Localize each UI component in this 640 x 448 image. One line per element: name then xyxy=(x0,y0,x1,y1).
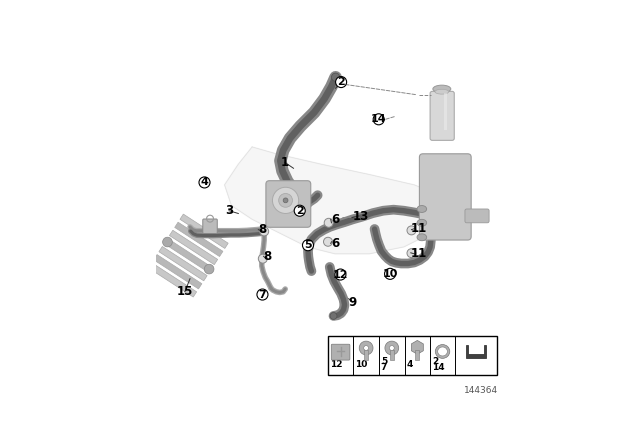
Circle shape xyxy=(389,345,394,350)
Text: 7: 7 xyxy=(259,289,266,300)
Circle shape xyxy=(407,249,416,258)
Text: 9: 9 xyxy=(349,296,357,309)
Polygon shape xyxy=(180,214,228,249)
Polygon shape xyxy=(170,230,218,265)
Circle shape xyxy=(385,341,399,355)
FancyBboxPatch shape xyxy=(332,344,350,360)
FancyBboxPatch shape xyxy=(203,219,217,233)
Ellipse shape xyxy=(438,347,447,356)
Text: 15: 15 xyxy=(177,285,193,298)
Text: 5: 5 xyxy=(381,357,387,366)
FancyBboxPatch shape xyxy=(430,91,454,140)
Circle shape xyxy=(303,240,314,251)
FancyBboxPatch shape xyxy=(419,154,471,240)
Polygon shape xyxy=(159,246,207,281)
Circle shape xyxy=(407,226,416,235)
Text: 12: 12 xyxy=(333,270,348,280)
Circle shape xyxy=(204,264,214,274)
Ellipse shape xyxy=(435,345,450,358)
Circle shape xyxy=(385,268,396,280)
Circle shape xyxy=(335,269,346,280)
Bar xyxy=(444,94,447,129)
Text: 8: 8 xyxy=(264,250,272,263)
Text: 2: 2 xyxy=(337,77,345,87)
Text: 11: 11 xyxy=(410,247,426,260)
Ellipse shape xyxy=(417,234,427,241)
Text: 11: 11 xyxy=(410,222,426,235)
Text: 2: 2 xyxy=(296,206,303,216)
Ellipse shape xyxy=(435,89,449,94)
Circle shape xyxy=(364,345,369,350)
Text: 7: 7 xyxy=(381,362,387,371)
Bar xyxy=(415,350,419,360)
Circle shape xyxy=(257,289,268,300)
Text: 4: 4 xyxy=(200,177,209,187)
Circle shape xyxy=(273,187,299,214)
Circle shape xyxy=(278,194,292,207)
FancyBboxPatch shape xyxy=(465,209,489,223)
Bar xyxy=(364,350,368,360)
Text: 13: 13 xyxy=(353,210,369,223)
Ellipse shape xyxy=(417,206,427,212)
Text: 5: 5 xyxy=(304,240,312,250)
Text: 14: 14 xyxy=(371,114,387,124)
Text: 2: 2 xyxy=(432,357,438,366)
Polygon shape xyxy=(154,254,202,289)
Bar xyxy=(328,336,497,375)
Polygon shape xyxy=(175,222,223,257)
FancyBboxPatch shape xyxy=(266,181,311,227)
Circle shape xyxy=(294,205,305,216)
Circle shape xyxy=(332,73,340,82)
Text: 3: 3 xyxy=(225,204,233,217)
Text: 6: 6 xyxy=(331,237,339,250)
Circle shape xyxy=(323,237,333,246)
Circle shape xyxy=(283,198,288,203)
Text: 4: 4 xyxy=(406,360,413,369)
Text: 14: 14 xyxy=(432,362,444,371)
Text: 8: 8 xyxy=(259,223,267,236)
Ellipse shape xyxy=(417,220,427,226)
Circle shape xyxy=(163,237,172,247)
Circle shape xyxy=(324,218,333,227)
Polygon shape xyxy=(148,263,196,297)
Text: 12: 12 xyxy=(330,360,342,369)
Text: 10: 10 xyxy=(383,269,398,279)
Text: 1: 1 xyxy=(281,156,289,169)
Ellipse shape xyxy=(433,85,451,93)
Circle shape xyxy=(373,114,384,125)
Polygon shape xyxy=(225,147,438,254)
Circle shape xyxy=(330,313,337,319)
Bar xyxy=(390,350,394,360)
Text: 144364: 144364 xyxy=(463,386,498,395)
Circle shape xyxy=(199,177,210,188)
Circle shape xyxy=(335,77,347,87)
PathPatch shape xyxy=(466,345,486,358)
Text: 10: 10 xyxy=(355,360,367,369)
Circle shape xyxy=(260,227,269,236)
Polygon shape xyxy=(164,238,212,273)
Circle shape xyxy=(359,341,373,355)
Text: 6: 6 xyxy=(331,213,339,226)
Circle shape xyxy=(259,254,268,263)
